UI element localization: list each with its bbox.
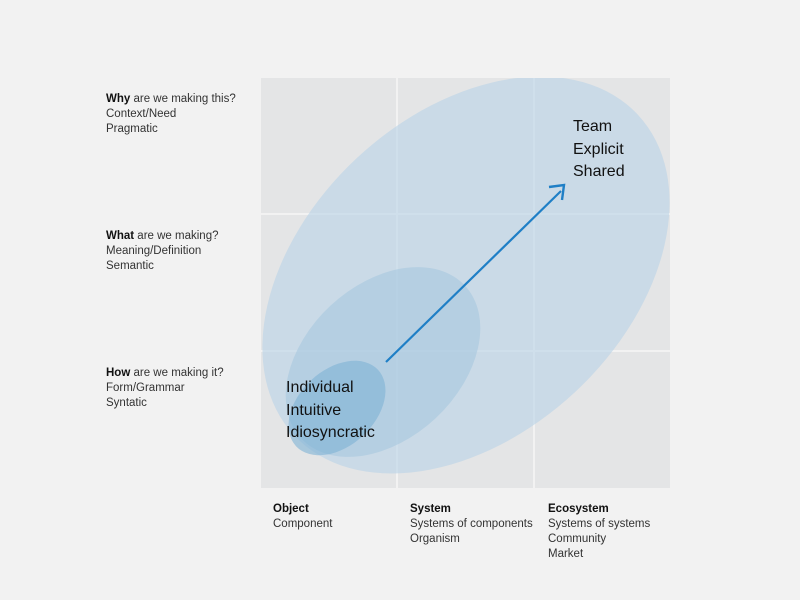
end-label-line: Team bbox=[573, 118, 613, 135]
row-what-line2: Meaning/Definition bbox=[106, 245, 202, 257]
row-label-why: Why are we making this? Context/Need Pra… bbox=[106, 92, 256, 137]
row-what-line3: Semantic bbox=[106, 260, 154, 272]
arrow-line bbox=[385, 190, 562, 363]
col-label-ecosystem: Ecosystem Systems of systems Community M… bbox=[548, 502, 683, 562]
end-label-line: Explicit bbox=[573, 140, 624, 158]
growth-arrow bbox=[385, 183, 566, 363]
row-why-question: are we making this? bbox=[130, 93, 236, 105]
col-ecosystem-title: Ecosystem bbox=[548, 503, 609, 515]
col-label-object: Object Component bbox=[273, 502, 408, 532]
col-system-title: System bbox=[410, 503, 451, 515]
ellipses bbox=[262, 78, 670, 474]
start-label-line: Intuitive bbox=[286, 401, 342, 419]
col-object-line: Component bbox=[273, 518, 333, 530]
start-label-line: Idiosyncratic bbox=[286, 424, 375, 441]
ellipse-inner bbox=[288, 360, 386, 456]
row-how-keyword: How bbox=[106, 367, 131, 379]
end-label-line: Shared bbox=[573, 163, 625, 180]
col-system-line: Systems of components bbox=[410, 518, 533, 530]
end-label: Team Explicit Shared bbox=[573, 116, 625, 184]
row-why-keyword: Why bbox=[106, 93, 131, 105]
col-ecosystem-line: Systems of systems bbox=[548, 518, 651, 530]
col-label-system: System Systems of components Organism bbox=[410, 502, 545, 547]
col-ecosystem-line: Community bbox=[548, 533, 607, 545]
row-label-what: What are we making? Meaning/Definition S… bbox=[106, 229, 256, 274]
row-how-line2: Form/Grammar bbox=[106, 382, 185, 394]
row-what-question: are we making? bbox=[134, 230, 219, 242]
col-object-title: Object bbox=[273, 503, 309, 515]
row-how-question: are we making it? bbox=[130, 367, 224, 379]
row-why-line3: Pragmatic bbox=[106, 123, 158, 135]
row-what-keyword: What bbox=[106, 230, 135, 242]
col-system-line: Organism bbox=[410, 533, 460, 545]
row-label-how: How are we making it? Form/Grammar Synta… bbox=[106, 366, 256, 411]
start-label-line: Individual bbox=[286, 379, 354, 396]
col-ecosystem-line: Market bbox=[548, 548, 584, 560]
row-why-line2: Context/Need bbox=[106, 108, 177, 120]
arrow-head bbox=[548, 183, 566, 201]
row-how-line3: Syntatic bbox=[106, 397, 147, 409]
start-label: Individual Intuitive Idiosyncratic bbox=[286, 377, 375, 445]
